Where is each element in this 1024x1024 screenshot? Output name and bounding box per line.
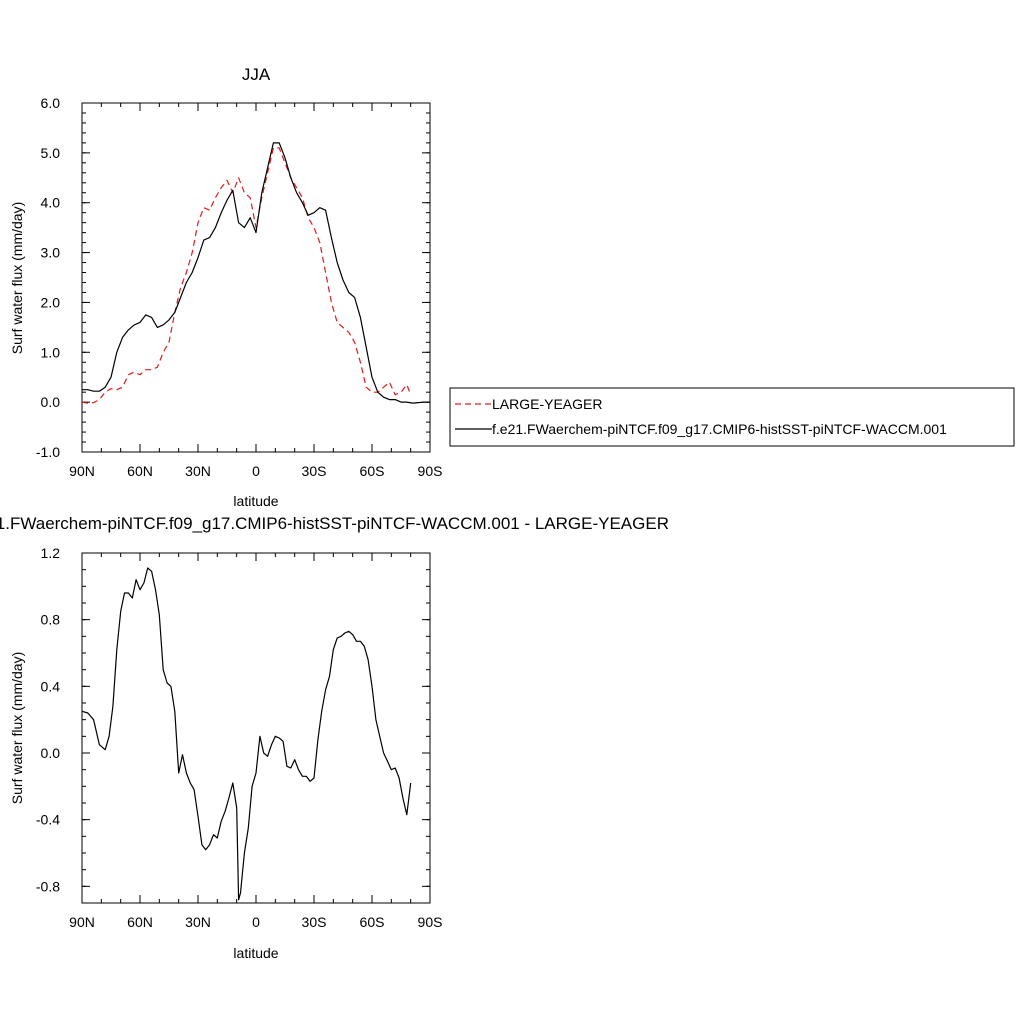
y-tick-label: 0.4 — [41, 678, 61, 694]
x-tick-label: 60N — [127, 914, 153, 930]
panel-difference: f.e21.FWaerchem-piNTCF.f09_g17.CMIP6-his… — [0, 514, 669, 961]
series-line-large-yeager — [81, 147, 412, 404]
y-tick-label: 2.0 — [41, 294, 61, 310]
y-axis-label-top: Surf water flux (mm/day) — [9, 202, 25, 354]
legend-box — [449, 387, 1015, 447]
y-tick-label: 0.0 — [41, 745, 61, 761]
legend-label-large-yeager: LARGE-YEAGER — [492, 396, 602, 412]
x-tick-label: 90N — [69, 463, 95, 479]
x-tick-label: 60S — [360, 463, 385, 479]
plot-area-jja: 90N 60N 30N 0 30S 60S 90S -1.0 0.0 1.0 2.0 3.0 4.0 5.… — [36, 95, 443, 479]
chart-title-difference: f.e21.FWaerchem-piNTCF.f09_g17.CMIP6-his… — [0, 514, 669, 533]
x-tick-label: 0 — [252, 463, 260, 479]
x-tick-label: 90S — [418, 914, 443, 930]
y-tick-label: 1.0 — [41, 344, 61, 360]
x-tick-label: 30N — [185, 463, 211, 479]
y-tick-label: 6.0 — [41, 95, 61, 111]
y-tick-label: 5.0 — [41, 145, 61, 161]
y-tick-label: 0.0 — [41, 394, 61, 410]
panel-jja: JJA 90N 60N 30N 0 30S 60S 90S -1.0 0.0 1.0 2.0 3.0 4… — [9, 65, 442, 509]
plot-frame — [81, 102, 431, 453]
legend: LARGE-YEAGER f.e21.FWaerchem-piNTCF.f09_… — [449, 387, 1015, 447]
plot-area-difference: 90N 60N 30N 0 30S 60S 90S -0.8 -0.4 0.0 0.4 0.8 1.2 — [36, 545, 443, 930]
x-tick-label: 0 — [252, 914, 260, 930]
x-tick-label: 30N — [185, 914, 211, 930]
x-tick-label: 60S — [360, 914, 385, 930]
y-axis-label-bottom: Surf water flux (mm/day) — [9, 652, 25, 804]
y-tick-label: 4.0 — [41, 195, 61, 211]
x-tick-label: 90S — [418, 463, 443, 479]
series-line-difference — [81, 567, 412, 901]
series-line-waccm — [82, 142, 430, 404]
y-tick-label: -0.8 — [36, 878, 60, 894]
y-tick-label: -1.0 — [36, 444, 60, 460]
x-axis-label-bottom: latitude — [233, 945, 278, 961]
legend-label-waccm: f.e21.FWaerchem-piNTCF.f09_g17.CMIP6-his… — [492, 421, 947, 437]
x-tick-label: 30S — [302, 914, 327, 930]
x-axis-label-top: latitude — [233, 493, 278, 509]
y-tick-label: 1.2 — [41, 545, 61, 561]
chart-title-jja: JJA — [242, 65, 271, 84]
x-tick-label: 30S — [302, 463, 327, 479]
y-tick-label: -0.4 — [36, 812, 60, 828]
y-tick-label: 3.0 — [41, 245, 61, 261]
y-tick-label: 0.8 — [41, 612, 61, 628]
x-tick-label: 60N — [127, 463, 153, 479]
x-tick-label: 90N — [69, 914, 95, 930]
